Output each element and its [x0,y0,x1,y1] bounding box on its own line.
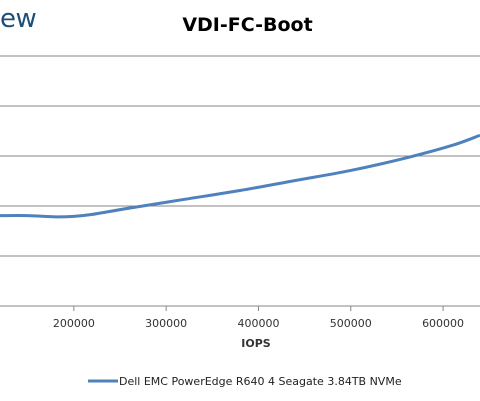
legend-label: Dell EMC PowerEdge R640 4 Seagate 3.84TB… [119,375,402,388]
x-tick-label-0: 200000 [53,317,95,330]
x-tick-label-4: 600000 [422,317,464,330]
x-axis-label: IOPS [241,337,271,350]
chart-title: VDI-FC-Boot [182,14,313,36]
legend: Dell EMC PowerEdge R640 4 Seagate 3.84TB… [88,375,402,388]
x-tick-label-3: 500000 [330,317,372,330]
x-tick-label-1: 300000 [145,317,187,330]
series-group [0,133,480,219]
x-tick-label-2: 400000 [237,317,279,330]
series-line-0 [0,133,480,219]
gridlines [0,55,480,257]
x-ticks: 200000 300000 400000 500000 600000 [53,306,464,330]
logo-fragment: ew [0,4,37,34]
